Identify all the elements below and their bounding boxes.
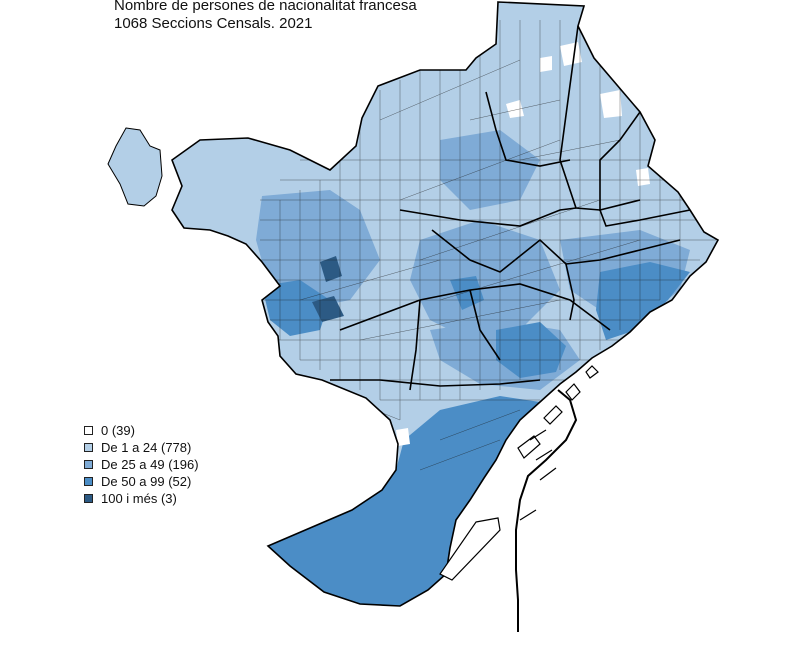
legend-label: De 50 a 99 (52) [101, 474, 192, 489]
section-mesh [260, 20, 716, 471]
legend-label: 0 (39) [101, 423, 135, 438]
legend-label: De 1 a 24 (778) [101, 440, 192, 455]
map-title: Nombre de persones de nacionalitat franc… [114, 0, 417, 33]
map-legend: 0 (39) De 1 a 24 (778) De 25 a 49 (196) … [84, 422, 199, 507]
zone-zero-4 [636, 168, 650, 186]
zone-zero-6 [540, 56, 552, 72]
port-docks [439, 365, 599, 632]
legend-item: De 25 a 49 (196) [84, 456, 199, 473]
zone-zero-2 [600, 90, 622, 118]
legend-item: 100 i més (3) [84, 490, 199, 507]
zone-high-oldtown [496, 322, 566, 378]
zone-mid-north [440, 130, 540, 210]
legend-swatch [84, 477, 93, 486]
legend-item: De 50 a 99 (52) [84, 473, 199, 490]
legend-swatch [84, 494, 93, 503]
zone-high-port [268, 396, 540, 606]
enclave-area [107, 127, 163, 207]
legend-swatch [84, 460, 93, 469]
legend-item: De 1 a 24 (778) [84, 439, 199, 456]
legend-label: De 25 a 49 (196) [101, 457, 199, 472]
zone-high-coast [596, 262, 690, 340]
zone-high-west [262, 280, 330, 336]
zone-zero-3 [506, 100, 524, 118]
choropleth-fills [256, 20, 716, 606]
zone-top-2 [320, 256, 342, 282]
legend-item: 0 (39) [84, 422, 199, 439]
city-outline [171, 1, 720, 607]
zone-zero-1 [560, 42, 582, 66]
zone-high-eixample [450, 276, 484, 310]
legend-swatch [84, 443, 93, 452]
legend-swatch [84, 426, 93, 435]
district-boundaries [330, 25, 691, 391]
title-line-2: 1068 Seccions Censals. 2021 [114, 15, 313, 32]
title-line-1: Nombre de persones de nacionalitat franc… [114, 0, 417, 14]
legend-label: 100 i més (3) [101, 491, 177, 506]
zone-zero-5 [396, 428, 410, 446]
